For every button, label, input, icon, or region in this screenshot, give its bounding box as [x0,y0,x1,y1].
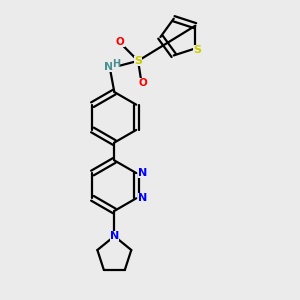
Text: N: N [110,231,119,241]
Text: N: N [104,62,113,72]
Text: N: N [138,193,147,203]
Text: O: O [138,78,147,88]
Text: S: S [193,45,201,55]
Text: O: O [116,37,125,46]
Text: S: S [134,56,142,66]
Text: H: H [112,59,121,69]
Text: N: N [138,168,147,178]
